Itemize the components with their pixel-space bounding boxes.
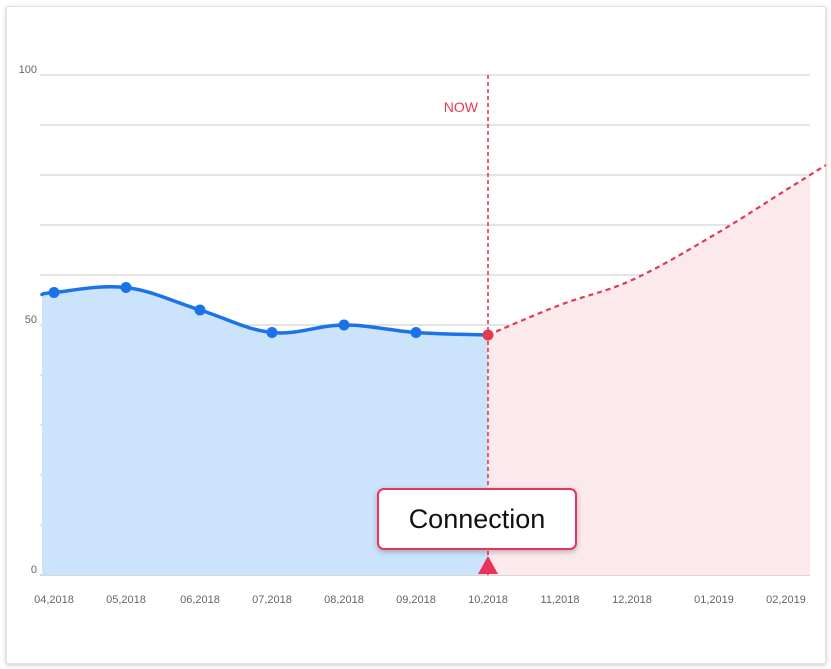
series-lines (40, 164, 827, 337)
x-tick-label: 04,2018 (34, 594, 74, 606)
x-tick-label: 01,2019 (694, 594, 734, 606)
actual-point (410, 327, 422, 338)
forecast-line (487, 164, 827, 337)
x-tick-label: 10,2018 (468, 594, 508, 606)
x-tick-label: 11,2018 (541, 594, 580, 606)
x-axis-tick-labels: 04,2018 05,2018 06,2018 07,2018 08,2018 09,20… (34, 594, 806, 606)
x-tick-label: 07,2018 (252, 594, 292, 606)
data-points (48, 282, 494, 341)
x-tick-label: 12,2018 (612, 594, 652, 606)
actual-point (338, 319, 350, 331)
actual-line (40, 284, 490, 337)
area-fills (42, 175, 810, 575)
y-axis-tick-labels: 0 50 100 (19, 64, 37, 576)
actual-point (120, 282, 132, 293)
x-tick-label: 05,2018 (106, 594, 146, 606)
x-tick-label: 02,2019 (766, 594, 806, 606)
actual-point (48, 287, 60, 298)
x-tick-label: 09,2018 (396, 594, 436, 606)
connection-callout: Connection (377, 488, 577, 550)
now-label: NOW (444, 99, 479, 115)
callout-pointer (478, 556, 498, 574)
y-tick-label: 0 (31, 564, 37, 576)
forecast-area (488, 175, 810, 575)
actual-point (194, 304, 206, 316)
actual-area (42, 286, 488, 575)
y-tick-label: 100 (19, 64, 37, 76)
y-tick-label: 50 (25, 314, 37, 326)
actual-point (266, 327, 278, 338)
x-tick-label: 08,2018 (324, 594, 364, 606)
x-tick-label: 06,2018 (180, 594, 220, 606)
